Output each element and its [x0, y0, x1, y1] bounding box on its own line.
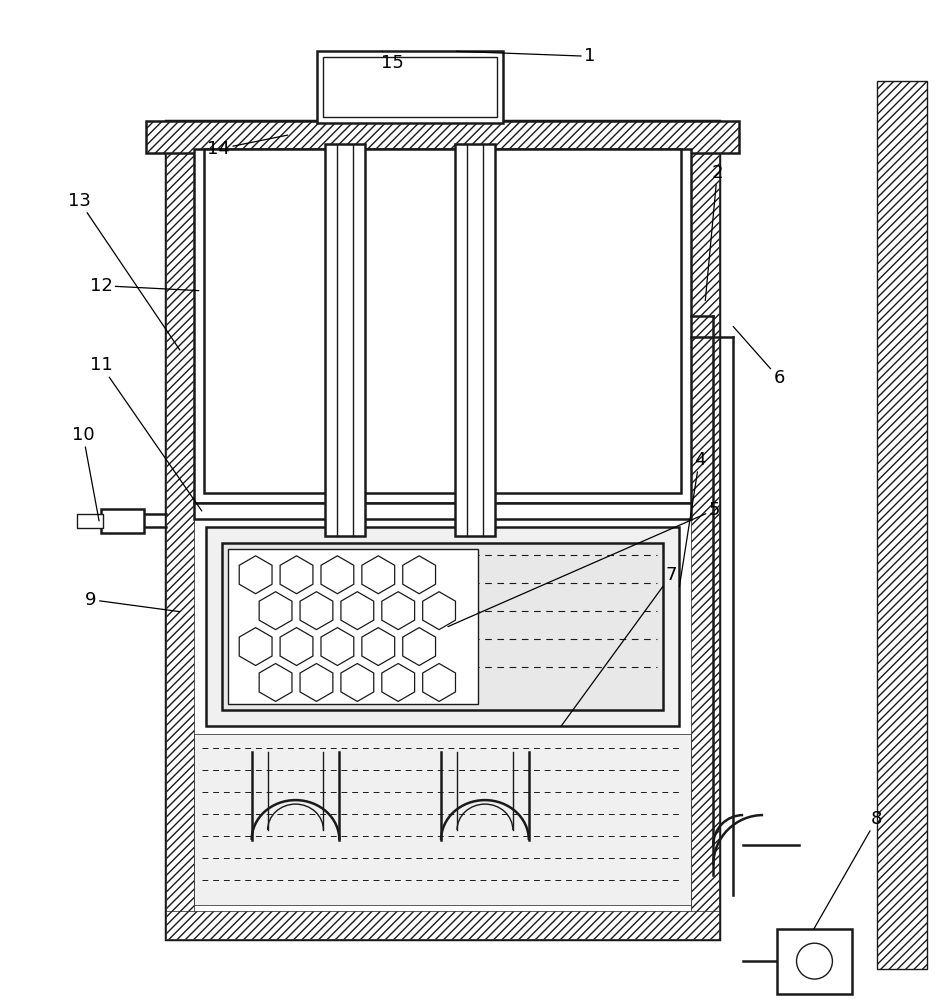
Bar	[222, 543, 663, 710]
Text: 4: 4	[679, 451, 704, 587]
Polygon shape	[422, 592, 455, 630]
Bar	[876, 81, 926, 969]
Text: 8: 8	[813, 810, 882, 929]
Text: 5: 5	[447, 501, 719, 627]
Text: 13: 13	[67, 192, 180, 350]
Bar	[166, 121, 194, 939]
Polygon shape	[321, 628, 354, 666]
Bar	[203, 149, 680, 493]
Polygon shape	[341, 592, 373, 630]
Polygon shape	[280, 628, 313, 666]
Text: 9: 9	[85, 591, 180, 612]
Polygon shape	[259, 592, 292, 630]
Bar	[101, 509, 144, 533]
Polygon shape	[402, 628, 435, 666]
Bar	[77, 514, 103, 528]
Bar	[166, 121, 719, 939]
Text: 6: 6	[733, 327, 784, 387]
Polygon shape	[361, 556, 394, 594]
Polygon shape	[259, 664, 292, 701]
Bar	[146, 121, 739, 153]
Polygon shape	[341, 664, 373, 701]
Polygon shape	[300, 592, 332, 630]
Bar	[325, 144, 365, 536]
Polygon shape	[239, 556, 271, 594]
Bar	[166, 121, 719, 149]
Text: 11: 11	[90, 356, 201, 511]
Bar	[691, 121, 719, 939]
Polygon shape	[239, 628, 271, 666]
Text: 10: 10	[72, 426, 99, 521]
Bar	[166, 911, 719, 939]
Bar	[227, 549, 477, 704]
Bar	[776, 929, 851, 994]
Bar	[194, 149, 691, 503]
Text: 12: 12	[90, 277, 198, 295]
Text: 1: 1	[456, 47, 594, 65]
Bar	[194, 503, 691, 519]
Text: 2: 2	[705, 164, 723, 301]
Polygon shape	[381, 592, 414, 630]
Polygon shape	[321, 556, 354, 594]
Bar	[323, 57, 496, 117]
Text: 14: 14	[207, 135, 287, 158]
Polygon shape	[361, 628, 394, 666]
Bar	[206, 527, 679, 726]
Polygon shape	[280, 556, 313, 594]
Polygon shape	[402, 556, 435, 594]
Bar	[194, 734, 691, 905]
Polygon shape	[422, 664, 455, 701]
Bar	[317, 51, 503, 123]
Text: 15: 15	[380, 51, 403, 72]
Polygon shape	[300, 664, 332, 701]
Text: 7: 7	[561, 566, 677, 726]
Polygon shape	[381, 664, 414, 701]
Bar	[455, 144, 494, 536]
